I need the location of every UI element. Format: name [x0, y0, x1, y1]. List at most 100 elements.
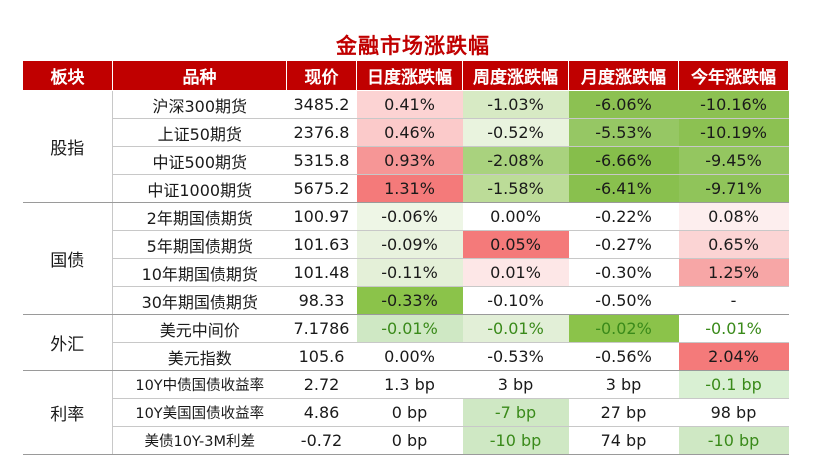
weekly-change-cell: -2.08% — [462, 146, 569, 175]
table-row: 10Y美国国债收益率 4.86 0 bp -7 bp 27 bp 98 bp — [23, 398, 789, 427]
product-name-cell: 美元中间价 — [112, 314, 287, 343]
daily-change-cell: 0.46% — [356, 118, 463, 147]
daily-change-cell: 0.41% — [356, 90, 463, 119]
monthly-change-cell: -6.06% — [568, 90, 679, 119]
header-row: 板块 品种 现价 日度涨跌幅 周度涨跌幅 月度涨跌幅 今年涨跌幅 — [22, 60, 789, 91]
daily-change-cell: 0 bp — [356, 426, 463, 455]
product-name-cell: 中证500期货 — [112, 146, 287, 175]
table-row: 股指 沪深300期货 3485.2 0.41% -1.03% -6.06% -10.16% — [22, 90, 789, 203]
ytd-change-cell: 0.65% — [678, 230, 789, 259]
price-cell: -0.72 — [286, 426, 357, 455]
price-cell: 98.33 — [286, 286, 357, 315]
ytd-change-cell: 1.25% — [678, 258, 789, 287]
monthly-change-cell: -0.56% — [568, 342, 679, 371]
daily-change-cell: -0.33% — [356, 286, 463, 315]
header-weekly-change: 周度涨跌幅 — [462, 60, 569, 91]
product-name-cell: 美元指数 — [112, 342, 287, 371]
price-cell: 101.63 — [286, 230, 357, 259]
price-cell: 4.86 — [286, 398, 357, 427]
ytd-change-cell: 0.08% — [678, 202, 789, 231]
weekly-change-cell: 0.00% — [462, 202, 569, 231]
weekly-change-cell: -7 bp — [462, 398, 569, 427]
daily-change-cell: 1.3 bp — [356, 370, 463, 399]
header-daily-change: 日度涨跌幅 — [356, 60, 463, 91]
monthly-change-cell: -6.66% — [568, 146, 679, 175]
header-monthly-change: 月度涨跌幅 — [568, 60, 679, 91]
daily-change-cell: 0.93% — [356, 146, 463, 175]
table-row: 中证500期货 5315.8 0.93% -2.08% -6.66% -9.45% — [23, 146, 789, 175]
price-cell: 100.97 — [286, 202, 357, 231]
product-name-cell: 10Y中债国债收益率 — [112, 370, 287, 399]
daily-change-cell: -0.01% — [356, 314, 463, 343]
ytd-change-cell: -9.45% — [678, 146, 789, 175]
page-title: 金融市场涨跌幅 — [336, 34, 490, 58]
price-cell: 2.72 — [286, 370, 357, 399]
monthly-change-cell: -0.30% — [568, 258, 679, 287]
monthly-change-cell: -0.27% — [568, 230, 679, 259]
ytd-change-cell: - — [678, 286, 789, 315]
product-name-cell: 美债10Y-3M利差 — [112, 426, 287, 455]
ytd-change-cell: -9.71% — [678, 174, 789, 203]
weekly-change-cell: 0.01% — [462, 258, 569, 287]
table-row: 30年期国债期货 98.33 -0.33% -0.10% -0.50% - — [23, 286, 789, 315]
weekly-change-cell: 3 bp — [462, 370, 569, 399]
product-name-cell: 5年期国债期货 — [112, 230, 287, 259]
price-cell: 105.6 — [286, 342, 357, 371]
monthly-change-cell: -6.41% — [568, 174, 679, 203]
table-row: 美元指数 105.6 0.00% -0.53% -0.56% 2.04% — [23, 342, 789, 371]
price-cell: 2376.8 — [286, 118, 357, 147]
product-name-cell: 沪深300期货 — [112, 90, 287, 119]
monthly-change-cell: -0.02% — [568, 314, 679, 343]
header-ytd-change: 今年涨跌幅 — [678, 60, 789, 91]
daily-change-cell: 1.31% — [356, 174, 463, 203]
ytd-change-cell: -0.01% — [678, 314, 789, 343]
price-cell: 3485.2 — [286, 90, 357, 119]
monthly-change-cell: -0.22% — [568, 202, 679, 231]
monthly-change-cell: 3 bp — [568, 370, 679, 399]
product-name-cell: 30年期国债期货 — [112, 286, 287, 315]
daily-change-cell: -0.11% — [356, 258, 463, 287]
ytd-change-cell: -0.1 bp — [678, 370, 789, 399]
header-product: 品种 — [112, 60, 287, 91]
header-sector: 板块 — [22, 60, 113, 91]
table-row: 5年期国债期货 101.63 -0.09% 0.05% -0.27% 0.65% — [23, 230, 789, 259]
ytd-change-cell: 98 bp — [678, 398, 789, 427]
daily-change-cell: -0.06% — [356, 202, 463, 231]
sector-cell: 股指 — [22, 90, 113, 203]
ytd-change-cell: -10 bp — [678, 426, 789, 455]
weekly-change-cell: -10 bp — [462, 426, 569, 455]
weekly-change-cell: -0.53% — [462, 342, 569, 371]
daily-change-cell: 0 bp — [356, 398, 463, 427]
table-row: 中证1000期货 5675.2 1.31% -1.58% -6.41% -9.71% — [23, 174, 789, 203]
weekly-change-cell: -0.10% — [462, 286, 569, 315]
price-cell: 7.1786 — [286, 314, 357, 343]
price-cell: 5315.8 — [286, 146, 357, 175]
market-table: 板块 品种 现价 日度涨跌幅 周度涨跌幅 月度涨跌幅 今年涨跌幅 股指 沪深300… — [22, 60, 789, 455]
table-row: 国债 2年期国债期货 100.97 -0.06% 0.00% -0.22% 0.08% — [22, 202, 789, 315]
weekly-change-cell: -1.58% — [462, 174, 569, 203]
ytd-change-cell: -10.16% — [678, 90, 789, 119]
price-cell: 5675.2 — [286, 174, 357, 203]
table-row: 上证50期货 2376.8 0.46% -0.52% -5.53% -10.19% — [23, 118, 789, 147]
monthly-change-cell: 27 bp — [568, 398, 679, 427]
sector-cell: 外汇 — [22, 314, 113, 371]
weekly-change-cell: -0.01% — [462, 314, 569, 343]
product-name-cell: 10年期国债期货 — [112, 258, 287, 287]
product-name-cell: 10Y美国国债收益率 — [112, 398, 287, 427]
ytd-change-cell: -10.19% — [678, 118, 789, 147]
table-row: 利率 10Y中债国债收益率 2.72 1.3 bp 3 bp 3 bp -0.1 bp — [22, 370, 789, 455]
daily-change-cell: -0.09% — [356, 230, 463, 259]
monthly-change-cell: -0.50% — [568, 286, 679, 315]
monthly-change-cell: 74 bp — [568, 426, 679, 455]
price-cell: 101.48 — [286, 258, 357, 287]
table-row: 外汇 美元中间价 7.1786 -0.01% -0.01% -0.02% -0.01% — [22, 314, 789, 371]
monthly-change-cell: -5.53% — [568, 118, 679, 147]
product-name-cell: 中证1000期货 — [112, 174, 287, 203]
weekly-change-cell: -1.03% — [462, 90, 569, 119]
sector-cell: 国债 — [22, 202, 113, 315]
table-row: 10年期国债期货 101.48 -0.11% 0.01% -0.30% 1.25% — [23, 258, 789, 287]
sector-cell: 利率 — [22, 370, 113, 455]
weekly-change-cell: -0.52% — [462, 118, 569, 147]
ytd-change-cell: 2.04% — [678, 342, 789, 371]
table-body: 股指 沪深300期货 3485.2 0.41% -1.03% -6.06% -10.16% 上… — [22, 90, 789, 455]
